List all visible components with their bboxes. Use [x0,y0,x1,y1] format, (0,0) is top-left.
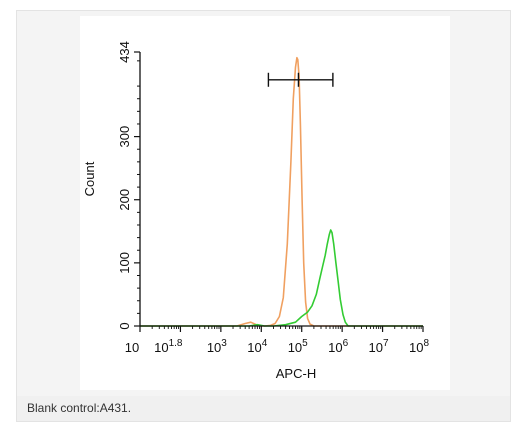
y-tick-label: 0 [117,322,132,329]
figure-caption: Blank control:A431. [27,401,132,415]
x-tick-label: 108 [409,338,429,355]
histogram-chart: 0 100 200 300 434 101.8 103 104 105 106 107 108 10 C… [82,41,429,381]
x-tick-label: 101.8 [154,338,183,355]
x-axis-label: APC-H [276,366,316,381]
x-tick-label: 105 [288,338,308,355]
y-tick-label: 434 [117,41,132,63]
x-tick-label: 107 [369,338,389,355]
y-tick-label: 300 [117,126,132,148]
x-tick-label: 103 [207,338,227,355]
histogram-series-2 [140,229,423,327]
x-tick-label: 104 [247,338,267,355]
y-axis-label: Count [82,161,97,196]
y-tick-label: 200 [117,189,132,211]
histogram-series-1 [140,56,423,327]
x-tick-label: 10 [125,340,139,355]
y-tick-label: 100 [117,252,132,274]
plot-card: 0 100 200 300 434 101.8 103 104 105 106 107 108 10 C… [80,16,450,390]
figure-frame: 0 100 200 300 434 101.8 103 104 105 106 107 108 10 C… [16,10,511,422]
caption-bar: Blank control:A431. [17,396,510,421]
x-tick-label: 106 [328,338,348,355]
